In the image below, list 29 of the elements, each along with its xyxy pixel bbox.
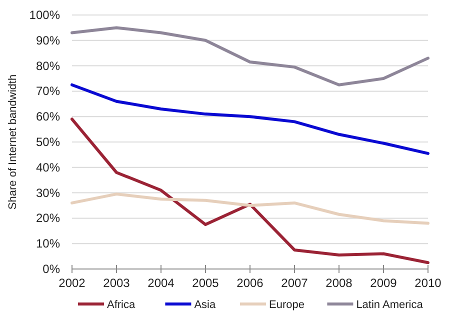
- y-tick-label: 0%: [42, 262, 60, 276]
- y-tick-label: 10%: [36, 236, 60, 251]
- x-tick-label: 2010: [414, 276, 442, 290]
- x-tick-label: 2008: [326, 276, 353, 290]
- x-tick-label: 2002: [58, 276, 86, 290]
- legend-label: Asia: [194, 299, 216, 311]
- x-tick-label: 2009: [370, 276, 398, 290]
- y-tick-label: 30%: [36, 186, 60, 200]
- legend-label: Latin America: [356, 299, 424, 311]
- y-tick-label: 50%: [36, 135, 60, 149]
- x-tick-label: 2003: [103, 276, 130, 290]
- legend-label: Europe: [269, 299, 304, 311]
- y-tick-label: 60%: [36, 110, 60, 124]
- y-tick-label: 90%: [36, 33, 60, 48]
- line-series: [70, 192, 430, 225]
- legend-label: Africa: [107, 299, 136, 311]
- line-series: [70, 118, 430, 264]
- y-tick-label: 70%: [36, 84, 60, 98]
- x-tick-label: 2004: [148, 276, 175, 290]
- y-tick-label: 20%: [36, 211, 60, 226]
- y-tick-label: 40%: [36, 160, 60, 174]
- line-series: [70, 26, 430, 86]
- x-tick-label: 2007: [281, 276, 308, 290]
- y-tick-label: 100%: [29, 8, 60, 22]
- x-tick-label: 2006: [236, 276, 264, 290]
- y-tick-label: 80%: [36, 58, 60, 73]
- y-axis-title: Share of Internet bandwidth: [7, 74, 19, 210]
- x-tick-label: 2005: [192, 276, 220, 290]
- line-series: [70, 83, 430, 155]
